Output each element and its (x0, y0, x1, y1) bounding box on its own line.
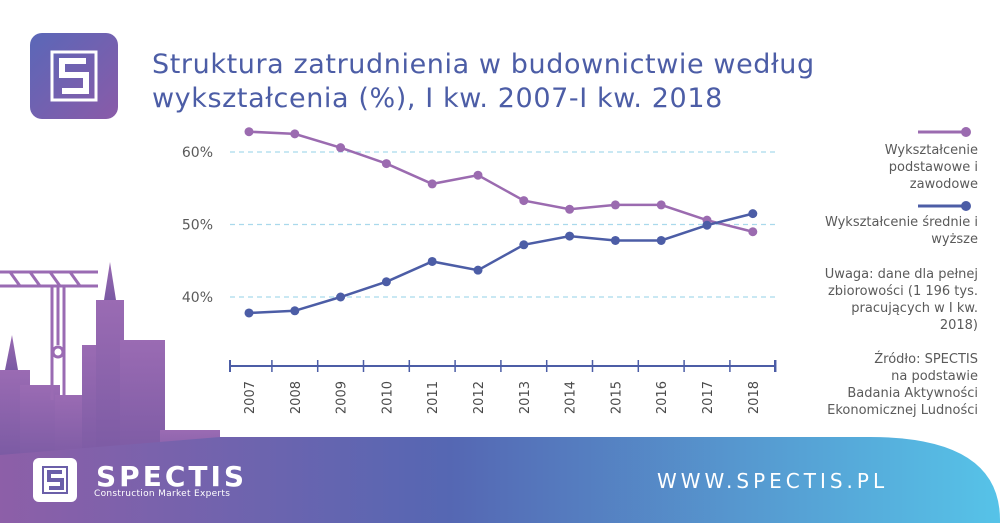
data-point (336, 292, 346, 302)
note-line-1: Uwaga: dane dla pełnej (824, 267, 978, 282)
legend-series2-line2: wyższe (931, 232, 978, 247)
legend-series2-line1: Wykształcenie średnie i (824, 215, 978, 230)
data-point (244, 308, 254, 318)
crane-icon (0, 270, 98, 400)
footer-logo (33, 458, 77, 502)
legend-label-series1: Wykształcenie podstawowe i zawodowe (885, 142, 978, 193)
data-point (336, 143, 346, 153)
data-point (473, 170, 483, 180)
legend-series1-line3: zawodowe (909, 177, 978, 192)
data-point (748, 209, 758, 219)
data-point (427, 256, 437, 266)
spectis-logo (30, 33, 118, 119)
x-tick-label: 2010 (380, 381, 395, 414)
data-point (565, 204, 575, 214)
data-point (610, 235, 620, 245)
legend-series1-line2: podstawowe i (888, 160, 978, 175)
data-point (565, 231, 575, 241)
x-tick-label: 2014 (564, 381, 579, 414)
series-line-1 (248, 130, 754, 233)
data-point (656, 235, 666, 245)
data-point (519, 240, 529, 250)
data-point (702, 220, 712, 230)
footer-brand-name: SPECTIS (96, 460, 248, 493)
note-line-4: 2018) (939, 318, 978, 333)
x-tick-label: 2008 (289, 381, 304, 414)
x-tick-label: 2017 (701, 381, 716, 414)
y-tick-label: 40% (182, 290, 213, 306)
logo-s-icon (50, 50, 98, 102)
legend-series1-line1: Wykształcenie (884, 143, 978, 158)
footer-logo-s-icon (42, 466, 68, 494)
series-line-2 (248, 212, 754, 315)
footer-brand-tagline: Construction Market Experts (94, 489, 231, 499)
source-line-1: Źródło: SPECTIS (874, 352, 978, 367)
data-point (290, 129, 300, 139)
data-point (381, 159, 391, 169)
x-tick-label: 2018 (747, 381, 762, 414)
source-line-4: Ekonomicznej Ludności (827, 403, 978, 418)
chart-title: Struktura zatrudnienia w budownictwie we… (152, 48, 852, 116)
x-tick-label: 2016 (655, 381, 670, 414)
source-line-2: na podstawie (891, 369, 978, 384)
note-line-2: zbiorowości (1 196 tys. (827, 284, 978, 299)
data-point (290, 306, 300, 316)
note-line-3: pracujących w I kw. (851, 301, 978, 316)
footer-website-link[interactable]: WWW.SPECTIS.PL (657, 469, 889, 493)
x-tick-label: 2009 (335, 381, 350, 414)
data-point (381, 277, 391, 287)
legend-marker-series2 (918, 201, 971, 211)
x-tick-label: 2015 (609, 381, 624, 414)
title-line-1: Struktura zatrudnienia w budownictwie we… (152, 49, 815, 80)
data-point (748, 227, 758, 237)
data-note: Uwaga: dane dla pełnej zbiorowości (1 19… (825, 266, 978, 334)
y-tick-label: 60% (182, 145, 213, 161)
data-point (244, 127, 254, 137)
y-tick-label: 50% (182, 218, 213, 234)
x-tick-label: 2007 (243, 381, 258, 414)
x-tick-label: 2011 (426, 381, 441, 414)
title-line-2: wykształcenia (%), I kw. 2007-I kw. 2018 (152, 83, 723, 114)
data-point (656, 200, 666, 210)
data-point (427, 179, 437, 189)
source-line-3: Badania Aktywności (847, 386, 978, 401)
x-tick-label: 2013 (518, 381, 533, 414)
legend-label-series2: Wykształcenie średnie i wyższe (825, 214, 978, 248)
data-point (473, 265, 483, 275)
data-point (519, 196, 529, 206)
data-source: Źródło: SPECTIS na podstawie Badania Akt… (827, 351, 978, 419)
data-point (610, 200, 620, 210)
legend-marker-series1 (918, 127, 971, 137)
x-tick-label: 2012 (472, 381, 487, 414)
